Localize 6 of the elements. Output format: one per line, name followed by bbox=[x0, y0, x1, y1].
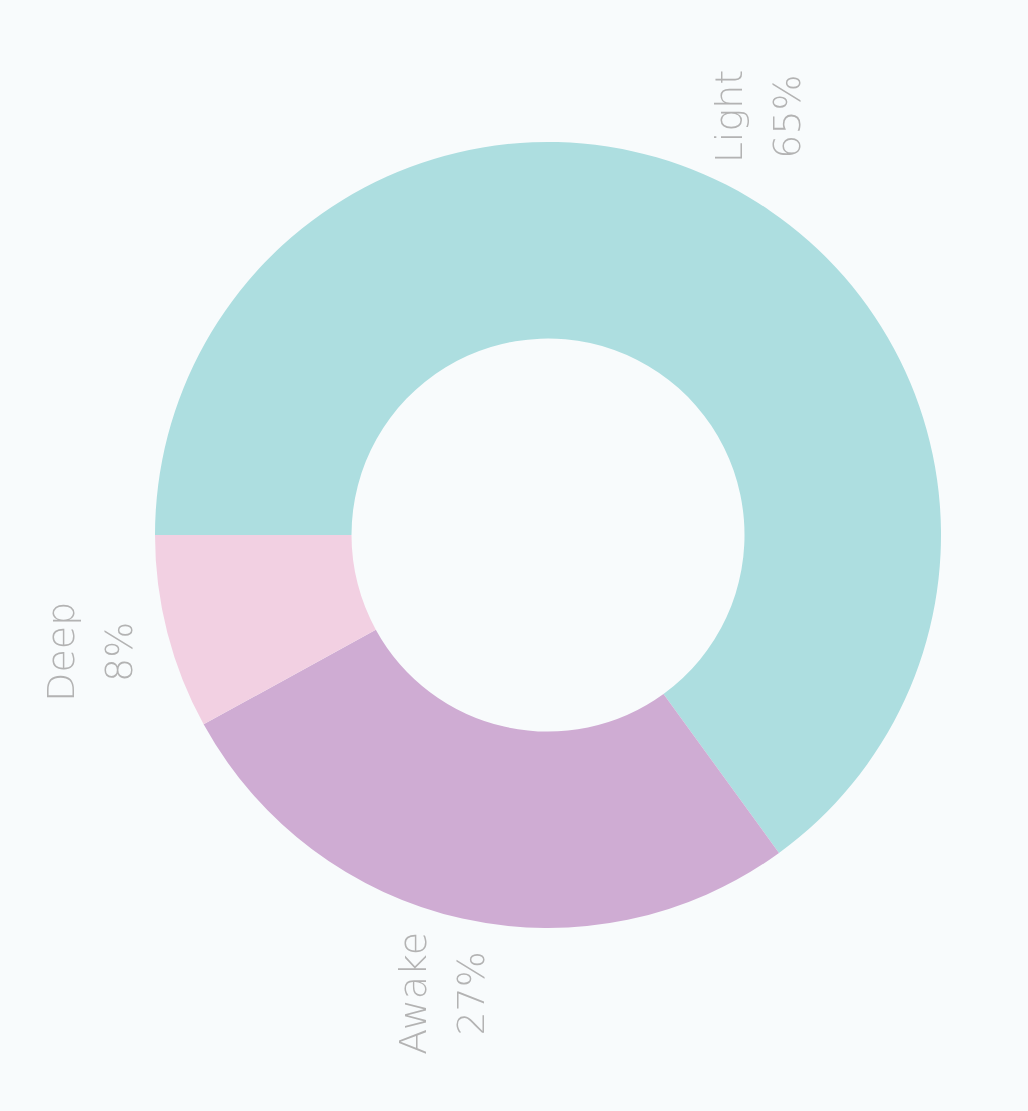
data-label: 65% bbox=[765, 74, 810, 159]
slice-label: Deep bbox=[38, 601, 83, 702]
slice-label: Awake bbox=[391, 931, 436, 1055]
data-label: 8% bbox=[96, 621, 141, 682]
slice-label: Light bbox=[707, 69, 752, 164]
data-label: 27% bbox=[449, 951, 494, 1036]
